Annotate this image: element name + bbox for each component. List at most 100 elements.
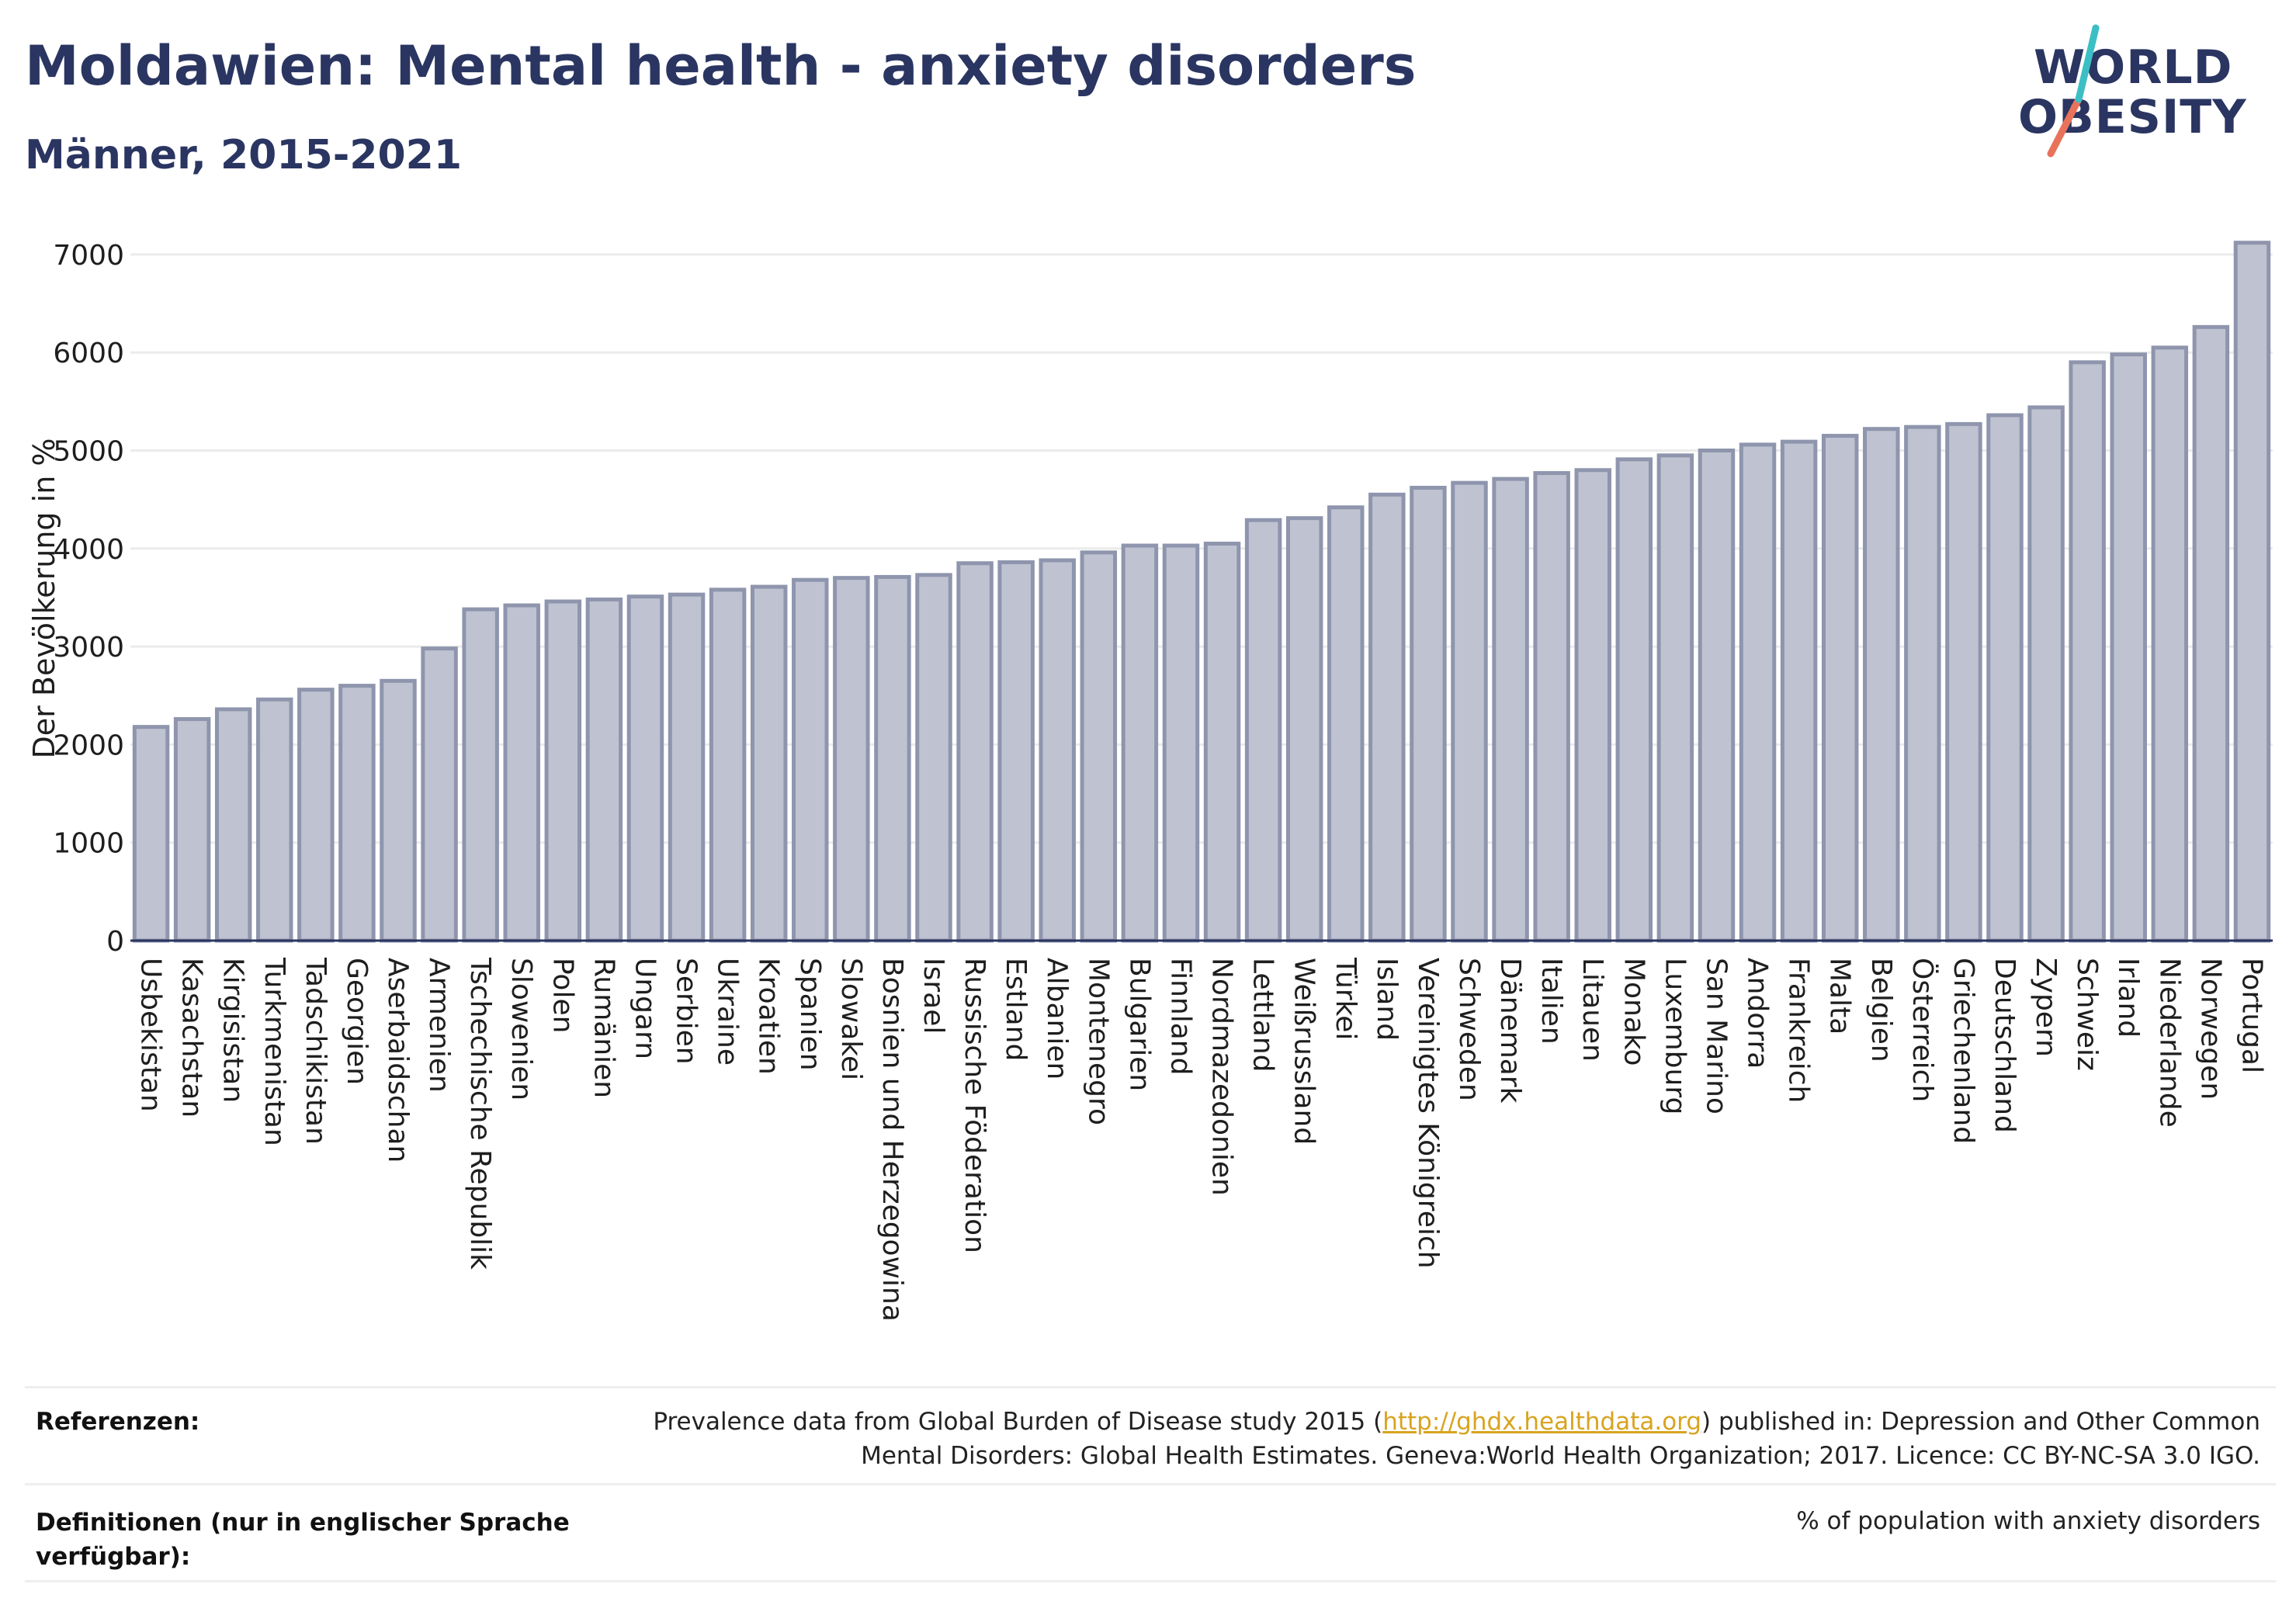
bar	[173, 717, 211, 943]
footer-divider-bottom	[25, 1580, 2276, 1582]
x-tick-label: Schweiz	[2071, 958, 2103, 1071]
bar	[1615, 457, 1653, 943]
x-tick-label: Niederlande	[2153, 958, 2185, 1128]
x-tick-label: Russische Föderation	[959, 958, 990, 1253]
bar	[1368, 492, 1406, 943]
x-tick-label: Aserbaidschan	[382, 958, 414, 1163]
x-tick-label: Schweden	[1453, 958, 1485, 1101]
y-tick-label: 6000	[53, 338, 124, 369]
y-axis-ticks: 0 1000 2000 3000 4000 5000 6000 7000	[53, 240, 124, 958]
x-tick-label: Georgien	[341, 958, 373, 1085]
bar	[2069, 360, 2106, 943]
bar	[792, 577, 829, 943]
x-tick-label: Ungarn	[629, 958, 661, 1059]
bar	[1698, 448, 1736, 943]
x-tick-label: Montenegro	[1082, 958, 1114, 1125]
x-tick-label: Zypern	[2030, 958, 2062, 1057]
x-tick-label: Kroatien	[753, 958, 785, 1075]
x-tick-label: Dänemark	[1494, 958, 1526, 1104]
bar	[956, 561, 994, 943]
x-tick-label: Vereinigtes Königreich	[1412, 958, 1444, 1269]
x-tick-label: Kasachstan	[176, 958, 208, 1118]
footer-divider-top	[25, 1386, 2276, 1388]
bar	[462, 607, 499, 943]
bar	[1780, 439, 1818, 943]
bar	[2027, 405, 2065, 943]
x-tick-label: Bosnien und Herzegowina	[876, 958, 908, 1322]
bar	[1039, 558, 1076, 943]
bar	[833, 576, 870, 943]
bar	[1162, 543, 1200, 943]
bar	[2151, 345, 2189, 943]
bar	[2233, 241, 2271, 943]
x-tick-label: Israel	[917, 958, 949, 1034]
x-tick-label: Griechenland	[1947, 958, 1979, 1144]
x-tick-label: Luxemburg	[1659, 958, 1691, 1114]
x-tick-label: Österreich	[1906, 958, 1939, 1102]
x-tick-label: Portugal	[2235, 958, 2267, 1073]
y-tick-label: 4000	[53, 534, 124, 566]
bar	[668, 592, 706, 943]
bar	[2192, 324, 2230, 943]
y-tick-label: 2000	[53, 730, 124, 761]
definitions-label-line1: Definitionen (nur in englischer Sprache	[36, 1509, 570, 1537]
bar	[544, 599, 582, 943]
x-tick-label: Usbekistan	[135, 958, 167, 1112]
bar	[1492, 477, 1529, 943]
references-text-part1: Prevalence data from Global Burden of Di…	[653, 1408, 1383, 1436]
bar	[1203, 541, 1241, 943]
x-tick-label: Finnland	[1164, 958, 1196, 1075]
bar	[256, 697, 293, 943]
x-tick-label: Norwegen	[2194, 958, 2226, 1100]
x-tick-label: Malta	[1824, 958, 1856, 1035]
y-tick-label: 1000	[53, 828, 124, 860]
bar	[297, 688, 335, 943]
references-text-part2: ) published in: Depression and Other Com…	[1701, 1408, 2260, 1436]
x-tick-label: Polen	[546, 958, 578, 1033]
bar	[1244, 518, 1282, 943]
x-tick-label: Tadschikistan	[300, 957, 331, 1145]
bar	[2110, 352, 2147, 943]
bar	[1986, 413, 2024, 943]
chart-subtitle: Männer, 2015-2021	[25, 132, 463, 178]
x-tick-label: Litauen	[1576, 958, 1608, 1062]
bar	[1656, 453, 1694, 943]
x-tick-label: Irland	[2112, 958, 2144, 1038]
y-tick-label: 7000	[53, 240, 124, 272]
definitions-text: % of population with anxiety disorders	[1796, 1507, 2260, 1535]
logo-line-1: WORLD	[2034, 40, 2233, 95]
bar	[1821, 434, 1859, 943]
bar	[214, 707, 252, 943]
bar	[1739, 442, 1777, 943]
bar	[132, 725, 170, 943]
bar-chart: 0 1000 2000 3000 4000 5000 6000 7000 Usbekistan…	[27, 240, 2273, 1322]
bar	[380, 678, 417, 943]
x-tick-label: Italien	[1535, 958, 1567, 1045]
y-axis-label: Der Bevölkerung in %	[27, 438, 61, 759]
bar	[585, 597, 623, 943]
logo-slash-icon	[2047, 24, 2100, 158]
bar	[750, 584, 788, 943]
bar	[1945, 421, 1982, 943]
bar	[421, 646, 458, 943]
bar	[626, 594, 664, 943]
x-tick-label: Kirgisistan	[217, 958, 249, 1103]
x-tick-label: Estland	[1000, 958, 1032, 1061]
references-label: Referenzen:	[36, 1408, 200, 1436]
references-link[interactable]: http://ghdx.healthdata.org	[1382, 1408, 1702, 1436]
footer-divider-middle	[25, 1483, 2276, 1485]
x-tick-label: Frankreich	[1783, 958, 1815, 1103]
references-text-line2: Mental Disorders: Global Health Estimate…	[861, 1442, 2260, 1470]
x-tick-label: Island	[1371, 958, 1403, 1041]
x-tick-label: Türkei	[1330, 957, 1361, 1040]
bar	[915, 573, 952, 943]
bar	[1863, 427, 1900, 943]
bar	[338, 684, 376, 943]
bar	[1080, 550, 1118, 943]
x-axis-ticks: Usbekistan Kasachstan Kirgisistan Turkmenis…	[135, 957, 2268, 1322]
x-tick-label: Deutschland	[1989, 958, 2020, 1133]
references-text: Prevalence data from Global Burden of Di…	[630, 1405, 2260, 1473]
x-tick-label: Lettland	[1247, 958, 1279, 1073]
x-tick-label: Turkmenistan	[258, 957, 290, 1146]
x-tick-label: Armenien	[423, 958, 455, 1093]
